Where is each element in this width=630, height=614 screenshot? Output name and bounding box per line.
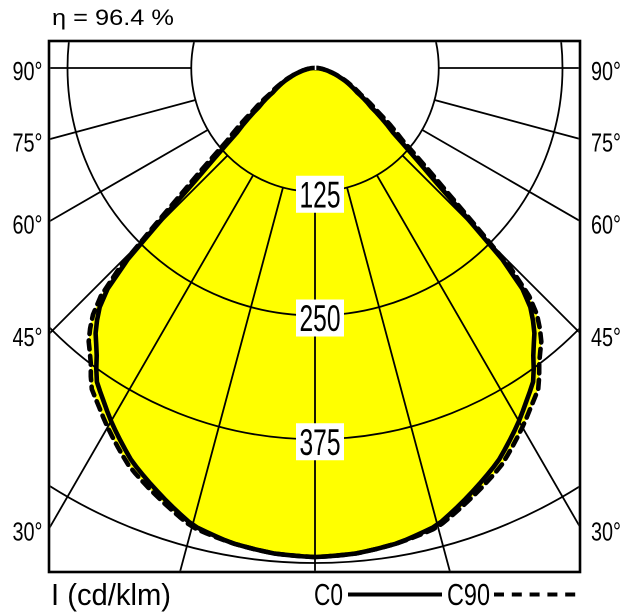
- c90-curve-dashed: [86, 65, 544, 560]
- chart-title: η = 96.4 %: [52, 5, 174, 30]
- angle-label-layer: 90° 90° 75° 75° 60° 60° 45° 45° 30° 30°: [13, 56, 622, 547]
- radial-line-30deg-left: [50, 174, 254, 529]
- angle-label-right-75: 75°: [591, 127, 621, 157]
- ring-label-125: 125: [300, 174, 341, 215]
- angle-label-right-45: 45°: [591, 322, 621, 352]
- radial-line-30deg-right: [376, 174, 579, 527]
- ring-label-375: 375: [300, 422, 341, 463]
- angle-label-right-30: 30°: [591, 517, 621, 547]
- angle-label-left-45: 45°: [13, 322, 43, 352]
- ring-label-box-250: [296, 299, 344, 337]
- angle-label-left-30: 30°: [13, 517, 43, 547]
- unit-axis-label: I (cd/klm): [51, 577, 171, 612]
- angle-label-left-75: 75°: [13, 127, 43, 157]
- curve-layer: [86, 65, 544, 560]
- ring-label-250: 250: [300, 298, 341, 339]
- radial-line-60deg-right: [421, 129, 579, 222]
- angle-label-left-60: 60°: [13, 210, 43, 240]
- radial-line-60deg-left: [50, 129, 209, 222]
- angle-label-right-60: 60°: [591, 210, 621, 240]
- radial-line-15deg-right: [346, 187, 451, 571]
- ring-label-box-375: [296, 423, 344, 461]
- radial-line-75deg-left: [50, 99, 196, 140]
- chart-frame: [47, 39, 582, 574]
- angle-label-right-90: 90°: [591, 56, 621, 86]
- legend-c0-label: C0: [314, 577, 343, 612]
- ring-label-layer: 125 250 375: [296, 174, 344, 463]
- ring-label-box-125: [296, 175, 344, 213]
- radial-line-75deg-right: [434, 99, 579, 140]
- angle-label-left-90: 90°: [13, 56, 43, 86]
- radial-line-15deg-left: [179, 187, 284, 571]
- legend-c90-label: C90: [447, 577, 490, 612]
